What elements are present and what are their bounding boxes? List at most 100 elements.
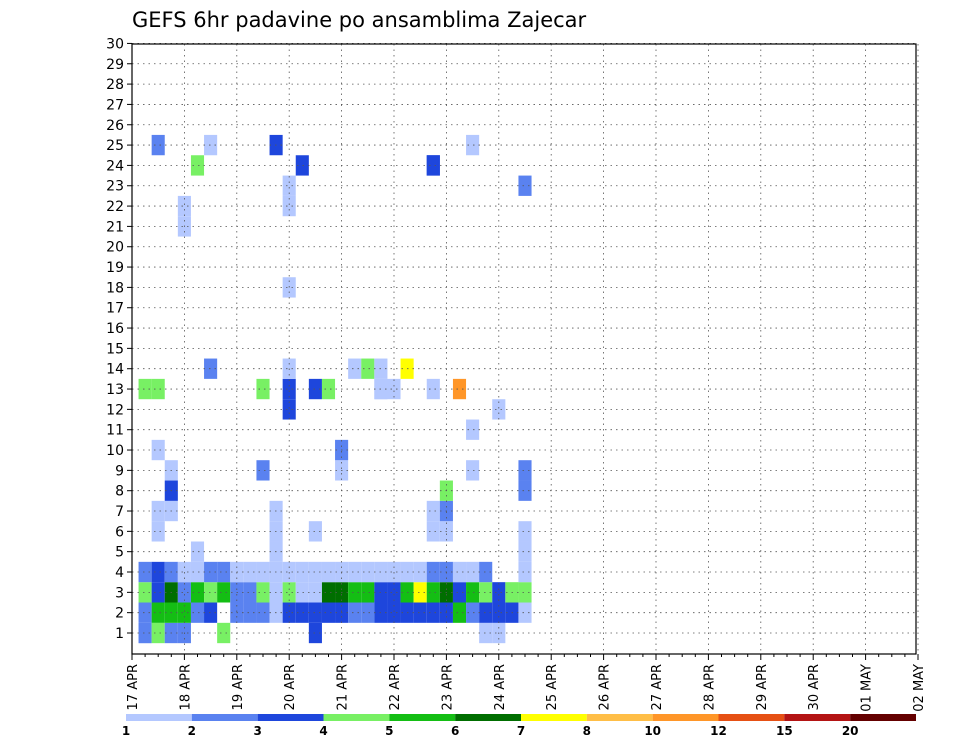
x-tick-label: 21 APR <box>336 664 351 710</box>
y-tick-label: 3 <box>115 585 124 601</box>
x-tick-label: 17 APR <box>126 664 141 710</box>
precip-cell <box>243 602 257 623</box>
precip-cell <box>518 561 532 583</box>
y-tick-label: 12 <box>106 402 124 418</box>
color-scale-label: 3 <box>253 724 261 738</box>
precip-cell <box>518 541 532 562</box>
color-scale-label: 1 <box>122 724 130 738</box>
precip-cell <box>466 582 480 603</box>
y-tick-label: 19 <box>106 260 124 276</box>
precip-cell <box>361 561 375 583</box>
precip-cell <box>348 561 362 583</box>
precip-cell <box>518 582 532 603</box>
precip-cell <box>426 378 440 400</box>
precip-cell <box>413 602 427 623</box>
x-tick-label: 01 MAY <box>860 664 875 712</box>
precip-cell <box>308 582 322 603</box>
precip-cell <box>190 155 205 176</box>
precip-cell <box>321 378 336 400</box>
color-scale-label: 15 <box>776 724 793 738</box>
y-tick-label: 24 <box>106 158 124 174</box>
y-tick-label: 5 <box>115 545 124 561</box>
precip-cell <box>518 602 532 623</box>
precip-cell <box>321 561 336 583</box>
y-tick-label: 22 <box>106 199 124 215</box>
y-tick-label: 4 <box>115 565 124 581</box>
precip-cell <box>151 439 165 461</box>
precip-cell <box>466 419 480 440</box>
precip-cell <box>387 582 401 603</box>
plot-frame <box>131 43 917 655</box>
color-scale-swatch <box>455 714 521 721</box>
x-tick-label: 26 APR <box>598 664 613 710</box>
color-scale-swatch <box>850 714 916 721</box>
precip-cell <box>479 561 493 583</box>
precip-cell <box>361 358 375 379</box>
precip-cell <box>204 602 218 623</box>
x-tick-label: 18 APR <box>178 664 193 710</box>
y-tick-label: 2 <box>115 606 124 622</box>
x-tick-label: 23 APR <box>440 664 455 710</box>
precip-cell <box>413 561 427 583</box>
precip-cell <box>361 582 375 603</box>
precip-cell <box>466 561 480 583</box>
precip-cell <box>256 561 270 583</box>
precip-cell <box>204 582 218 603</box>
y-tick-label: 28 <box>106 77 124 93</box>
precip-cell <box>217 561 231 583</box>
color-scale-swatch <box>191 714 258 721</box>
precip-cell <box>426 582 440 603</box>
y-tick-label: 9 <box>115 463 124 479</box>
color-scale-swatch <box>586 714 653 721</box>
precip-cell <box>452 561 467 583</box>
y-tick-label: 11 <box>106 423 124 439</box>
color-scale-bar: 1 2 3 4 5 6 7 8 10 12 15 20 <box>122 714 916 738</box>
precip-cell <box>308 378 322 400</box>
x-tick-label: 30 APR <box>807 664 822 710</box>
precip-cell <box>243 582 257 603</box>
precip-cell <box>308 561 322 583</box>
color-scale-label: 7 <box>517 724 525 738</box>
color-scale-swatch <box>521 714 587 721</box>
precip-cell <box>321 582 336 603</box>
precip-cell <box>492 399 506 420</box>
x-axis-ticks: 17 APR 18 APR 19 APR 20 APR 21 APR 22 APR 23 A… <box>126 654 927 712</box>
x-tick-label: 19 APR <box>231 664 246 710</box>
precip-cell <box>138 582 152 603</box>
precip-cell <box>151 582 165 603</box>
precip-cell <box>452 602 467 623</box>
precip-cell <box>282 175 296 196</box>
y-tick-label: 10 <box>106 443 124 459</box>
precip-cell <box>518 175 532 196</box>
precip-cell <box>151 602 165 623</box>
precip-cell <box>138 378 152 400</box>
y-tick-label: 8 <box>115 484 124 500</box>
precip-cell <box>308 521 322 542</box>
precip-cell <box>426 561 440 583</box>
precip-cell <box>295 602 309 623</box>
precip-cells <box>138 134 532 644</box>
precip-cell <box>282 582 296 603</box>
color-scale-swatch <box>126 714 192 721</box>
x-tick-label: 22 APR <box>388 664 403 710</box>
color-scale-swatch <box>389 714 456 721</box>
precip-cell <box>426 602 440 623</box>
precip-cell <box>426 500 440 522</box>
precip-cell <box>256 582 270 603</box>
color-scale-swatch <box>784 714 851 721</box>
precip-cell <box>479 602 493 623</box>
precip-cell <box>151 378 165 400</box>
precip-cell <box>151 622 165 644</box>
precip-cell <box>492 582 506 603</box>
color-scale-label: 10 <box>644 724 661 738</box>
y-tick-label: 21 <box>106 219 124 235</box>
precip-cell <box>466 602 480 623</box>
precip-cell <box>518 480 532 501</box>
precip-cell <box>256 602 270 623</box>
precip-cell <box>295 155 309 176</box>
color-scale-label: 20 <box>842 724 859 738</box>
precip-cell <box>466 134 480 156</box>
precip-cell <box>282 378 296 400</box>
precip-cell <box>243 561 257 583</box>
